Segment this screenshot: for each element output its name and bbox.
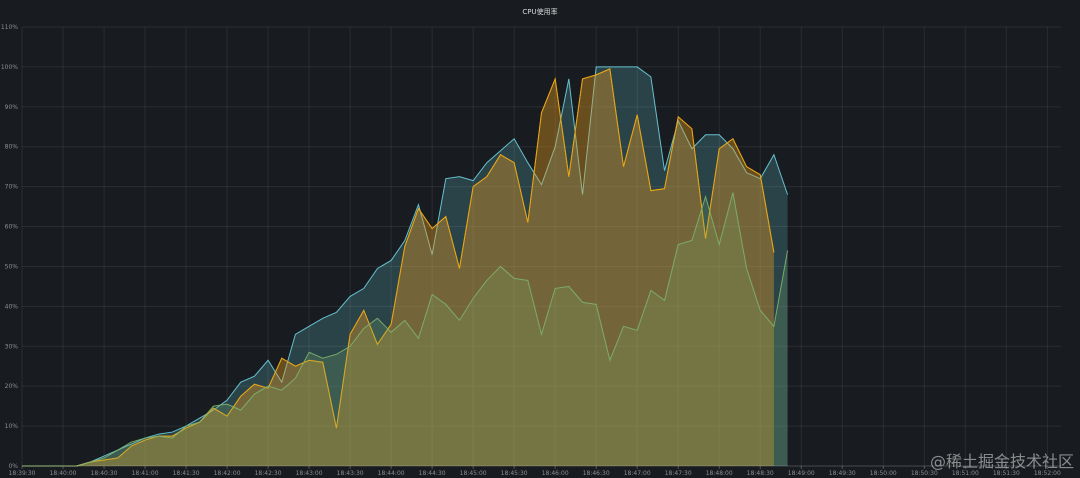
x-tick-label: 18:46:00 (542, 470, 569, 477)
y-tick-label: 110% (1, 24, 18, 31)
x-tick-label: 18:51:30 (993, 470, 1020, 477)
x-tick-label: 18:46:30 (583, 470, 610, 477)
series-area-3 (22, 192, 788, 466)
x-tick-label: 18:43:30 (337, 470, 364, 477)
x-tick-label: 18:43:00 (296, 470, 323, 477)
y-tick-label: 0% (8, 463, 18, 470)
y-tick-label: 90% (5, 104, 19, 111)
x-tick-label: 18:39:30 (9, 470, 36, 477)
series-line-0 (22, 66, 789, 467)
x-tick-label: 18:50:30 (911, 470, 938, 477)
chart-title: CPU使用率 (522, 8, 558, 16)
x-tick-label: 18:40:30 (91, 470, 118, 477)
x-tick-label: 18:50:00 (870, 470, 897, 477)
series-line-2 (22, 68, 775, 467)
x-tick-label: 18:51:00 (952, 470, 979, 477)
series-line-3 (22, 192, 789, 467)
x-tick-label: 18:48:00 (706, 470, 733, 477)
x-tick-label: 18:47:30 (665, 470, 692, 477)
y-tick-label: 10% (5, 423, 19, 430)
y-tick-label: 80% (5, 144, 19, 151)
x-tick-label: 18:49:30 (829, 470, 856, 477)
x-tick-label: 18:47:00 (624, 470, 651, 477)
x-tick-label: 18:44:00 (378, 470, 405, 477)
y-tick-label: 40% (5, 303, 19, 310)
series-area-1 (22, 68, 774, 467)
x-tick-label: 18:45:30 (501, 470, 528, 477)
x-tick-label: 18:49:00 (788, 470, 815, 477)
y-tick-label: 30% (5, 343, 19, 350)
x-tick-label: 18:41:00 (132, 470, 159, 477)
x-tick-label: 18:44:30 (419, 470, 446, 477)
x-tick-label: 18:48:30 (747, 470, 774, 477)
y-tick-label: 70% (5, 184, 19, 191)
x-tick-label: 18:52:00 (1034, 470, 1061, 477)
y-tick-label: 20% (5, 383, 19, 390)
x-tick-label: 18:41:30 (173, 470, 200, 477)
x-tick-label: 18:42:00 (214, 470, 241, 477)
series-area-0 (22, 66, 788, 466)
series-area-2 (22, 68, 774, 467)
y-tick-label: 50% (5, 263, 19, 270)
y-tick-label: 100% (1, 64, 18, 71)
x-tick-label: 18:40:00 (50, 470, 77, 477)
x-tick-label: 18:42:30 (255, 470, 282, 477)
y-tick-label: 60% (5, 224, 19, 231)
x-tick-label: 18:45:00 (460, 470, 487, 477)
